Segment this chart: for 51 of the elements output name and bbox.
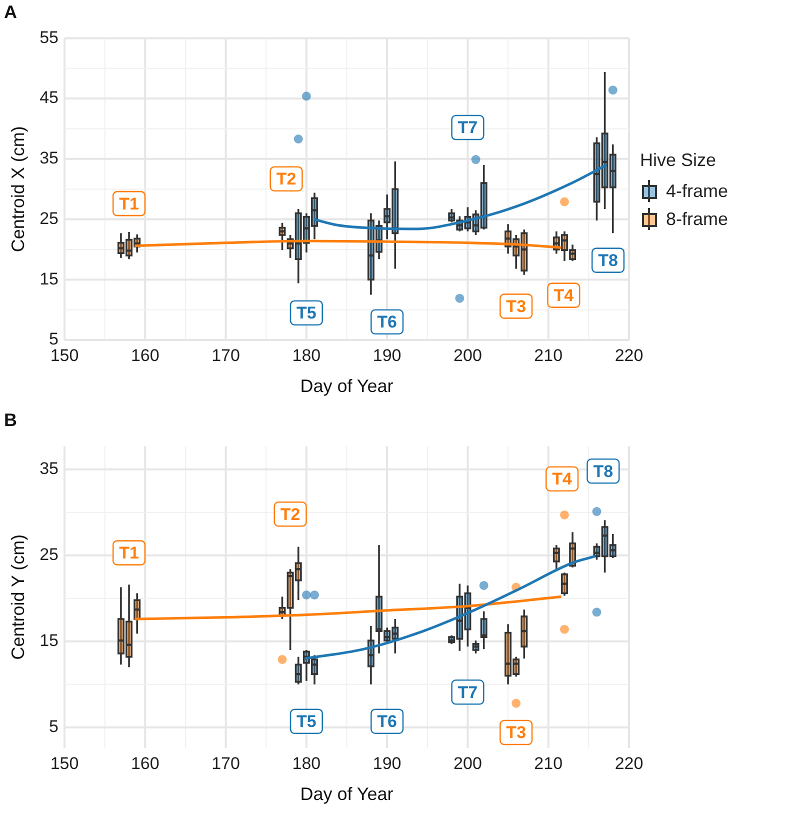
legend-title: Hive Size — [640, 150, 718, 171]
x-tick-label: 190 — [372, 754, 402, 773]
annotation: T2 — [280, 504, 300, 524]
y-tick-label: 25 — [40, 545, 59, 564]
x-tick-label: 220 — [614, 346, 644, 365]
y-tick-label: 15 — [40, 269, 59, 288]
annotation: T6 — [377, 312, 397, 332]
line-series — [133, 595, 563, 620]
annotation: T3 — [506, 723, 526, 742]
annotation: T3 — [506, 296, 526, 316]
y-tick-label: 45 — [40, 88, 59, 108]
annotation: T5 — [296, 712, 316, 732]
chart-title: A — [4, 2, 17, 23]
x-tick-label: 220 — [614, 754, 644, 773]
x-tick-label: 190 — [372, 346, 402, 365]
y-tick-label: 55 — [40, 28, 59, 47]
annotation: T2 — [276, 170, 296, 189]
x-axis-title: Day of Year — [300, 784, 394, 804]
x-tick-label: 170 — [212, 346, 240, 365]
x-tick-label: 200 — [454, 754, 482, 773]
y-tick-label: 15 — [40, 631, 59, 650]
chart-title: B — [4, 410, 17, 431]
line-series — [312, 164, 608, 230]
annotation: T8 — [593, 462, 614, 481]
legend-label: 8-frame — [666, 208, 728, 230]
x-tick-label: 160 — [130, 346, 160, 365]
annotation: T8 — [598, 251, 618, 270]
legend-label: 4-frame — [666, 180, 728, 202]
x-tick-label: 210 — [534, 346, 563, 365]
x-tick-label: 180 — [292, 346, 321, 365]
y-tick-label: 35 — [40, 148, 59, 168]
annotation: T5 — [296, 304, 316, 323]
annotation: T6 — [377, 712, 397, 732]
y-tick-label: 25 — [40, 208, 59, 228]
y-axis-title: Centroid X (cm) — [8, 126, 28, 252]
y-tick-label: 5 — [49, 717, 59, 736]
x-tick-label: 150 — [50, 754, 79, 773]
annotation: T1 — [119, 194, 139, 214]
y-tick-label: 35 — [40, 459, 59, 478]
x-tick-label: 210 — [534, 754, 563, 773]
annotation: T1 — [119, 544, 139, 563]
annotation: T7 — [458, 682, 478, 702]
annotation: T4 — [552, 470, 573, 489]
x-axis-title: Day of Year — [300, 376, 394, 396]
y-axis-title: Centroid Y (cm) — [8, 534, 28, 660]
annotation: T7 — [458, 118, 478, 138]
x-tick-label: 200 — [454, 346, 482, 365]
annotation: T4 — [554, 286, 574, 306]
x-tick-label: 180 — [292, 754, 321, 773]
x-tick-label: 160 — [130, 754, 160, 773]
x-tick-label: 170 — [212, 754, 240, 773]
